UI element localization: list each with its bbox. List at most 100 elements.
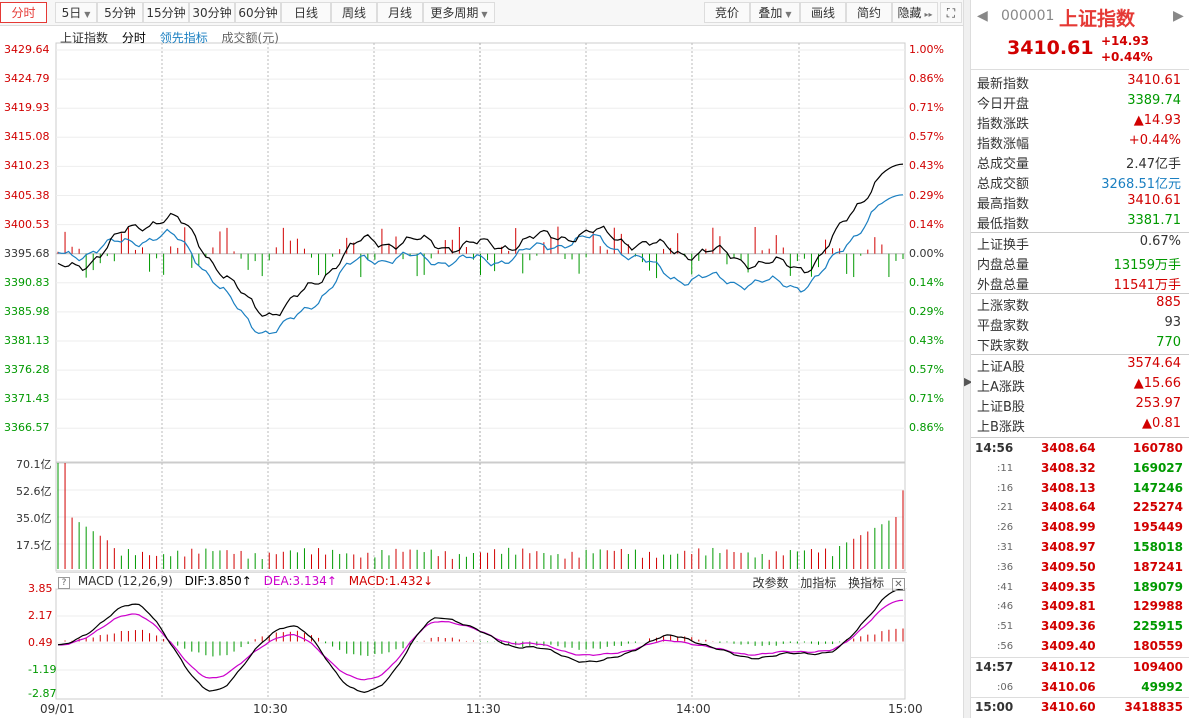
tab-more-periods[interactable]: 更多周期 ▼ — [423, 2, 495, 23]
chart-pane[interactable]: 分时 5日 ▼ 5分钟 15分钟 30分钟 60分钟 日线 周线 月线 更多周期 ▼… — [0, 0, 963, 718]
switch-indicator-button[interactable]: 换指标 — [848, 576, 885, 590]
edit-params-button[interactable]: 改参数 — [752, 576, 789, 590]
tick-row[interactable]: 14:57 3410.12 109400 — [971, 658, 1189, 678]
legend-lead-indicator[interactable]: 领先指标 — [159, 31, 208, 45]
stat-label: 上涨家数 — [977, 299, 1030, 314]
tick-time: :51 — [997, 621, 1014, 633]
tick-row[interactable]: :06 3410.06 49992 — [971, 678, 1189, 698]
tick-row[interactable]: :31 3408.97 158018 — [971, 538, 1189, 558]
prev-arrow-icon[interactable]: ◀ — [977, 8, 988, 24]
tick-volume: 160780 — [1132, 441, 1183, 455]
panel-divider[interactable]: ▶ — [963, 0, 973, 718]
simple-button[interactable]: 简约 — [846, 2, 892, 23]
tab-30min[interactable]: 30分钟 — [189, 2, 235, 23]
price-axis-label: 3410.23 — [4, 159, 50, 173]
stat-value: 3410.61 — [1127, 193, 1181, 208]
tab-label: 月线 — [387, 6, 412, 20]
tab-5day[interactable]: 5日 ▼ — [55, 2, 97, 23]
button-label: 简约 — [856, 6, 881, 20]
price-axis-label: 3366.57 — [4, 421, 50, 435]
legend-index-name: 上证指数 — [60, 31, 109, 45]
index-code: 000001 — [1001, 8, 1055, 24]
draw-button[interactable]: 画线 — [800, 2, 846, 23]
time-label: 10:30 — [253, 702, 288, 716]
dropdown-arrow-icon: ▼ — [84, 10, 91, 19]
stat-row: 内盘总量 13159万手 — [971, 253, 1189, 273]
quote-panel: ◀ 000001 上证指数 ▶ 3410.61 +14.93 +0.44% 最新… — [971, 0, 1189, 718]
stat-label: 下跌家数 — [977, 339, 1030, 354]
volume-axis-label: 17.5亿 — [16, 539, 52, 552]
stat-label: 总成交量 — [977, 157, 1030, 172]
tab-monthly[interactable]: 月线 — [377, 2, 423, 23]
price-axis-label: 3415.08 — [4, 130, 50, 144]
collapse-arrow-icon[interactable]: ▶ — [964, 375, 973, 388]
price-axis-label: 3424.79 — [4, 72, 50, 86]
stat-row: 上涨家数 885 — [971, 294, 1189, 314]
tick-row[interactable]: :56 3409.40 180559 — [971, 637, 1189, 657]
stat-value: ▲14.93 — [1133, 113, 1181, 128]
chart-canvas[interactable] — [0, 0, 963, 718]
tab-15min[interactable]: 15分钟 — [143, 2, 189, 23]
stat-value: 3389.74 — [1127, 93, 1181, 108]
tick-row[interactable]: :36 3409.50 187241 — [971, 558, 1189, 578]
help-icon[interactable]: ? — [58, 577, 70, 589]
tick-volume: 3418835 — [1124, 700, 1183, 715]
tab-5min[interactable]: 5分钟 — [97, 2, 143, 23]
macd-axis-label: 2.17 — [28, 609, 53, 622]
price-axis-label: 3385.98 — [4, 304, 50, 318]
tick-time: :06 — [997, 681, 1014, 693]
tick-row[interactable]: :11 3408.32 169027 — [971, 459, 1189, 479]
stat-value: 0.67% — [1139, 234, 1181, 249]
stat-value: 3410.61 — [1127, 73, 1181, 88]
close-icon[interactable]: ✕ — [892, 578, 905, 591]
pct-axis-label: 1.00% — [909, 43, 944, 56]
dropdown-arrow-icon: ▼ — [785, 10, 792, 19]
stat-row: 总成交量 2.47亿手 — [971, 152, 1189, 172]
tick-volume: 158018 — [1132, 540, 1183, 554]
stat-label: 上证B股 — [977, 400, 1025, 415]
stat-row: 平盘家数 93 — [971, 314, 1189, 334]
tick-volume: 187241 — [1132, 559, 1183, 574]
stat-label: 指数涨跌 — [977, 117, 1030, 132]
next-arrow-icon[interactable]: ▶ — [1173, 8, 1184, 24]
tab-60min[interactable]: 60分钟 — [235, 2, 281, 23]
volume-axis-label: 52.6亿 — [16, 485, 52, 498]
tick-volume: 109400 — [1132, 659, 1183, 674]
tick-volume: 189079 — [1132, 579, 1183, 594]
stat-label: 最新指数 — [977, 77, 1030, 92]
tick-time: 14:57 — [975, 659, 1014, 674]
add-indicator-button[interactable]: 加指标 — [800, 576, 837, 590]
pct-axis-label: 0.29% — [909, 188, 944, 202]
tab-weekly[interactable]: 周线 — [331, 2, 377, 23]
tab-daily[interactable]: 日线 — [281, 2, 331, 23]
tick-row[interactable]: :26 3408.99 195449 — [971, 518, 1189, 538]
tick-row[interactable]: 14:56 3408.64 160780 — [971, 439, 1189, 459]
tick-time: :21 — [997, 502, 1014, 514]
tick-row[interactable]: :16 3408.13 147246 — [971, 479, 1189, 499]
tick-price: 3408.97 — [1041, 540, 1096, 554]
stat-label: 今日开盘 — [977, 97, 1030, 112]
macd-value: MACD:1.432↓ — [348, 574, 434, 588]
price-axis-label: 3405.38 — [4, 188, 50, 202]
tick-row[interactable]: :21 3408.64 225274 — [971, 498, 1189, 518]
auction-button[interactable]: 竞价 — [704, 2, 750, 23]
stat-value: 93 — [1164, 315, 1181, 330]
tick-row[interactable]: :46 3409.81 129988 — [971, 597, 1189, 617]
macd-name: MACD (12,26,9) — [77, 574, 173, 588]
tick-row[interactable]: 15:00 3410.60 3418835 — [971, 698, 1189, 718]
stat-value: ▲15.66 — [1133, 376, 1181, 391]
hide-button[interactable]: 隐藏 ▸▸ — [892, 2, 938, 23]
fullscreen-button[interactable]: ⛶ — [940, 2, 962, 23]
time-label: 15:00 — [888, 702, 923, 716]
divider — [971, 656, 1189, 658]
divider — [971, 437, 1189, 438]
tab-timeshare[interactable]: 分时 — [0, 2, 47, 23]
overlay-button[interactable]: 叠加 ▼ — [750, 2, 800, 23]
stat-value: 13159万手 — [1113, 258, 1181, 273]
tick-volume: 180559 — [1132, 639, 1183, 653]
price-line — [57, 163, 904, 317]
tick-row[interactable]: :41 3409.35 189079 — [971, 578, 1189, 598]
stat-value: 885 — [1156, 295, 1181, 310]
pct-axis-label: 0.71% — [909, 101, 944, 115]
tick-row[interactable]: :51 3409.36 225915 — [971, 617, 1189, 637]
